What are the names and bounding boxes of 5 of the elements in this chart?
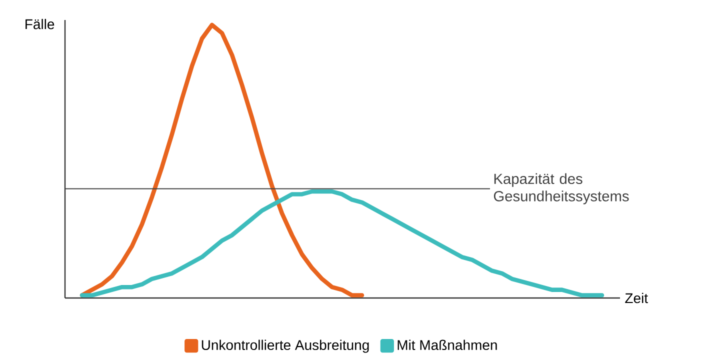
y-axis-title: Fälle bbox=[26, 18, 54, 30]
x-axis-title: Zeit bbox=[625, 292, 648, 304]
legend-label: Mit Maßnahmen bbox=[398, 340, 497, 350]
legend-label: Unkontrollierte Ausbreitung bbox=[202, 340, 369, 353]
ref-line-label: Kapazität des Gesundheitssystems bbox=[494, 173, 629, 204]
